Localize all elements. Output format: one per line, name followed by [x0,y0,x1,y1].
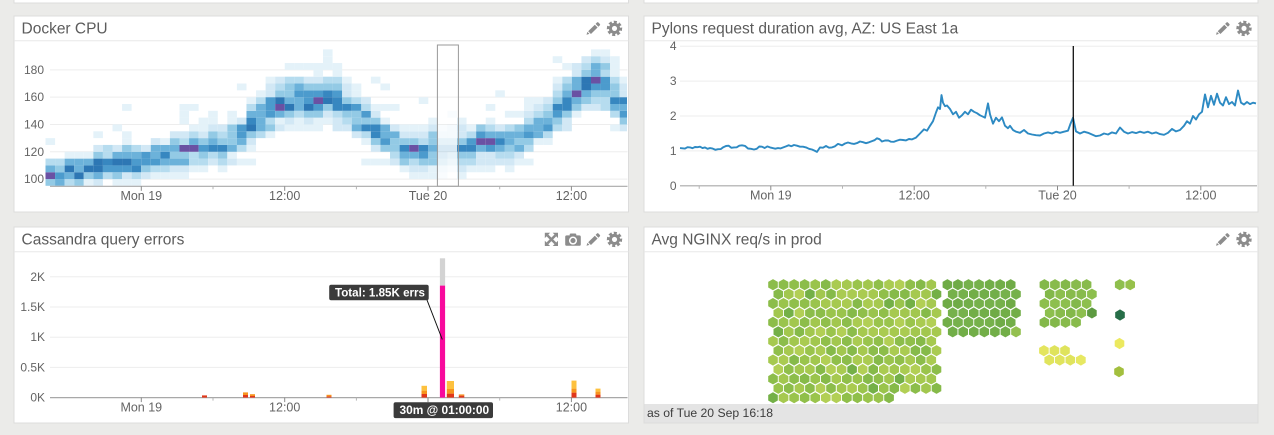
svg-text:180: 180 [24,63,44,77]
svg-text:1.5K: 1.5K [20,300,45,314]
svg-text:12:00: 12:00 [269,400,300,414]
svg-text:Mon 19: Mon 19 [120,400,162,414]
svg-text:0.5K: 0.5K [20,360,45,374]
svg-text:Tue 20: Tue 20 [409,189,448,203]
svg-text:as of Tue 20 Sep 16:18: as of Tue 20 Sep 16:18 [647,406,773,420]
svg-text:0K: 0K [30,391,45,405]
svg-text:4: 4 [670,39,677,53]
svg-text:2: 2 [670,109,677,123]
svg-text:Mon 19: Mon 19 [120,189,162,203]
svg-text:12:00: 12:00 [556,189,587,203]
svg-text:160: 160 [24,90,44,104]
svg-text:30m @ 01:00:00: 30m @ 01:00:00 [400,403,490,417]
svg-text:Tue 20: Tue 20 [1038,189,1077,203]
svg-text:Mon 19: Mon 19 [750,189,792,203]
svg-text:12:00: 12:00 [1185,189,1216,203]
svg-text:140: 140 [24,117,44,131]
svg-text:3: 3 [670,74,677,88]
svg-text:120: 120 [24,145,44,159]
svg-text:12:00: 12:00 [269,189,300,203]
svg-text:1K: 1K [30,330,45,344]
svg-text:Avg NGINX req/s in prod: Avg NGINX req/s in prod [652,232,822,249]
svg-text:2K: 2K [30,270,45,284]
svg-text:1: 1 [670,144,677,158]
svg-text:Pylons request duration avg, A: Pylons request duration avg, AZ: US East… [652,21,959,38]
svg-text:12:00: 12:00 [556,400,587,414]
svg-text:Docker CPU: Docker CPU [22,21,108,38]
svg-text:12:00: 12:00 [899,189,930,203]
svg-text:0: 0 [670,179,677,193]
svg-text:Total: 1.85K errs: Total: 1.85K errs [335,286,425,299]
svg-text:Cassandra query errors: Cassandra query errors [22,232,185,249]
svg-text:100: 100 [24,172,44,186]
